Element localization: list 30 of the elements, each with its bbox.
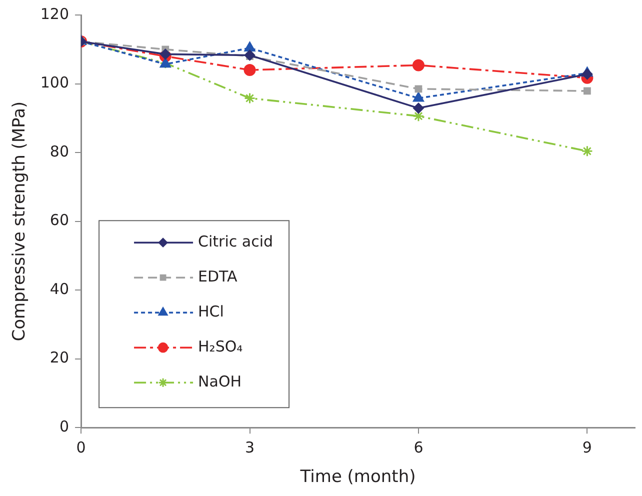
point [414, 85, 422, 93]
point [244, 64, 256, 76]
point [582, 68, 593, 80]
y-axis-title: Compressive strength (MPa) [10, 101, 30, 342]
x-tick-label: 9 [582, 438, 592, 456]
y-tick-label: 60 [50, 211, 70, 230]
legend-label: NaOH [198, 372, 242, 390]
point [412, 59, 424, 72]
x-tick-label: 0 [76, 438, 86, 456]
x-tick-label: 3 [244, 438, 255, 456]
point [412, 102, 424, 114]
y-tick-label: 40 [50, 280, 70, 298]
y-tick-label: 100 [40, 74, 70, 92]
y-tick-label: 20 [50, 348, 70, 367]
point [244, 92, 256, 104]
x-axis-title: Time (month) [299, 467, 416, 488]
legend-label: EDTA [198, 267, 238, 286]
point [412, 92, 424, 102]
legend-label: H₂SO₄ [198, 337, 243, 356]
legend-label: HCl [198, 302, 224, 320]
point [581, 145, 593, 157]
y-tick-label: 0 [59, 417, 70, 436]
point [160, 48, 171, 60]
point [584, 87, 591, 95]
legend-label: Citric acid [198, 232, 274, 250]
point [244, 50, 256, 61]
y-tick-label: 80 [50, 142, 70, 160]
y-tick-label: 120 [40, 4, 70, 23]
x-tick-label: 6 [414, 438, 424, 456]
point [244, 42, 256, 52]
